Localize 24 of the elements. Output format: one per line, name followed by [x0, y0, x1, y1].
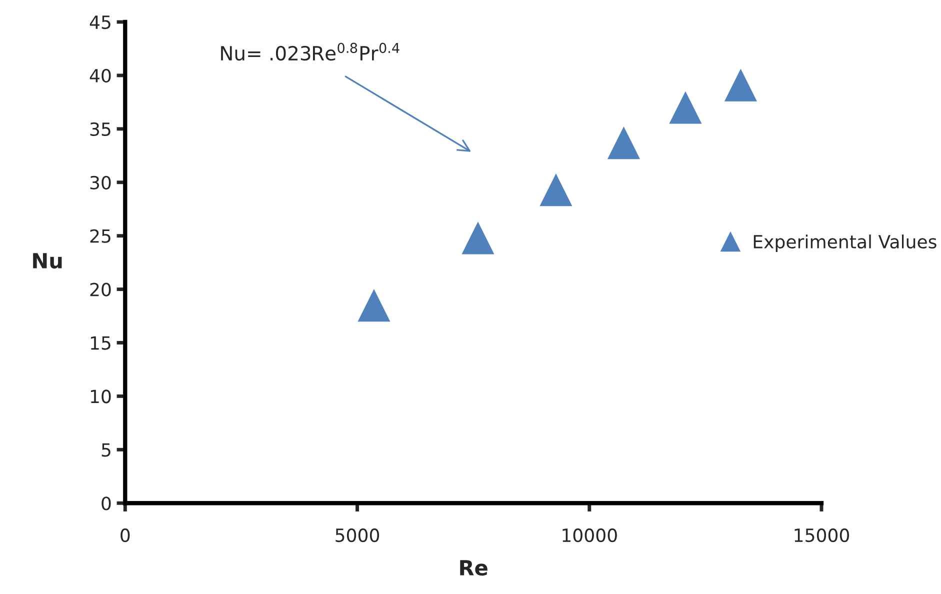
x-tick-label: 0 — [120, 528, 130, 542]
y-tick-label: 20 — [90, 282, 111, 296]
x-axis-title: Re — [460, 560, 488, 576]
y-axis-title: Nu — [33, 253, 62, 269]
point — [607, 126, 640, 160]
y-tick-label: 25 — [90, 229, 110, 243]
x-tick-label: 15000 — [794, 528, 850, 542]
y-tick-label: 30 — [90, 176, 111, 190]
y-tick-label: 10 — [90, 390, 111, 404]
y-tick-label: 15 — [90, 336, 110, 350]
annotation: Nu= .023Re$^{0.8}$Pr$^{0.4}$ — [221, 42, 400, 61]
point — [358, 289, 390, 322]
x-tick-label: 10000 — [562, 528, 617, 542]
y-tick-label: 5 — [102, 443, 110, 457]
y-tick-label: 45 — [90, 16, 110, 30]
legend-label: Experimental Values — [754, 234, 936, 252]
y-tick-label: 40 — [90, 68, 111, 83]
point — [724, 68, 758, 102]
point — [462, 222, 494, 254]
y-tick-label: 0 — [102, 496, 111, 510]
y-tick-label: 35 — [90, 122, 110, 136]
x-tick-label: 5000 — [336, 528, 380, 542]
point — [540, 174, 572, 206]
point — [669, 91, 702, 124]
